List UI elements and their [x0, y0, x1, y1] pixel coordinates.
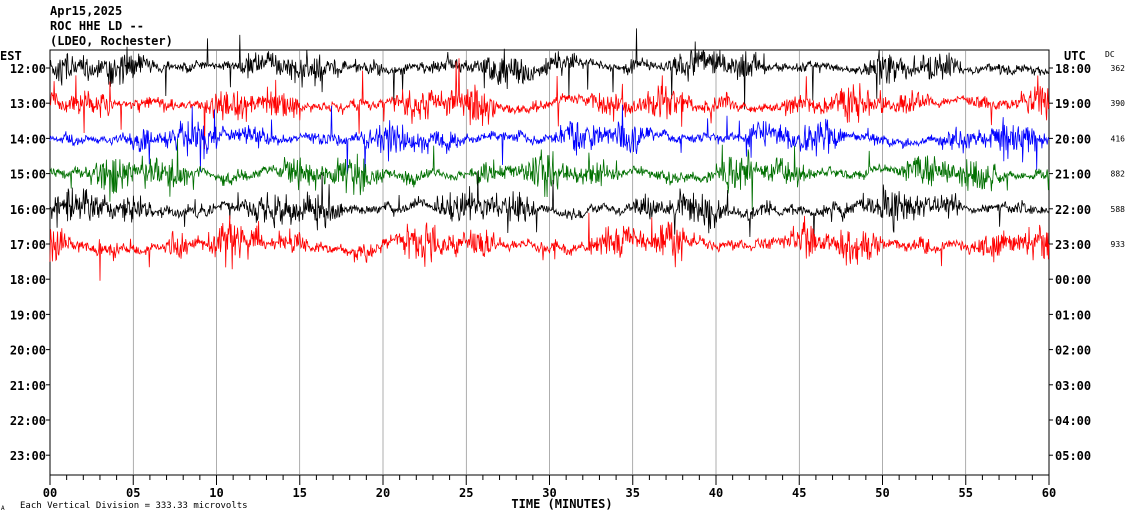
x-axis-title: TIME (MINUTES): [511, 497, 612, 511]
vertical-division-note: Each Vertical Division = 333.33 microvol…: [20, 501, 248, 511]
axes: 00 05 10 15 20 25 30 35 40 45 50 55 60 12:00 13:00 14:0…: [10, 62, 1125, 500]
utc-hour-label: 21:00: [1055, 168, 1091, 182]
dc-offset-value: 390: [1111, 99, 1126, 108]
est-hour-label: 23:00: [10, 449, 46, 463]
x-tick-label: 30: [542, 486, 556, 500]
utc-hour-label: 23:00: [1055, 238, 1091, 252]
trace-1700-red: [49, 212, 1050, 281]
dc-offset-value: 882: [1111, 170, 1126, 179]
est-hour-label: 20:00: [10, 344, 46, 358]
dc-offset-value: 588: [1111, 205, 1126, 214]
dc-column-label: DC: [1105, 50, 1115, 59]
trace-1400-blue: [49, 104, 1050, 174]
dc-offset-value: 416: [1111, 134, 1126, 143]
est-hour-label: 19:00: [10, 308, 46, 322]
dc-offset-value: 362: [1111, 64, 1126, 73]
est-hour-label: 13:00: [10, 97, 46, 111]
utc-hour-label: 20:00: [1055, 132, 1091, 146]
utc-hour-label: 01:00: [1055, 308, 1091, 322]
est-hour-label: 12:00: [10, 62, 46, 76]
est-hour-label: 15:00: [10, 168, 46, 182]
utc-hour-label: 19:00: [1055, 97, 1091, 111]
x-tick-label: 10: [209, 486, 223, 500]
x-tick-label: 50: [875, 486, 889, 500]
x-tick-label: 45: [792, 486, 806, 500]
trace-1500-green: [49, 139, 1050, 210]
utc-hour-label: 00:00: [1055, 273, 1091, 287]
x-tick-label: 60: [1042, 486, 1056, 500]
est-hour-label: 17:00: [10, 238, 46, 252]
header-date: Apr15,2025: [50, 4, 122, 18]
utc-hour-label: 18:00: [1055, 62, 1091, 76]
minute-gridlines: [132, 50, 967, 475]
seismic-traces: [49, 28, 1050, 281]
est-hour-label: 16:00: [10, 203, 46, 217]
header-network: (LDEO, Rochester): [50, 34, 173, 48]
est-hour-label: 14:00: [10, 132, 46, 146]
x-tick-label: 55: [959, 486, 973, 500]
est-hour-label: 22:00: [10, 414, 46, 428]
utc-hour-label: 03:00: [1055, 379, 1091, 393]
trace-1600-black: [49, 171, 1050, 244]
dc-offset-value: 933: [1111, 240, 1126, 249]
est-axis-label: EST: [0, 49, 22, 63]
utc-hour-label: 02:00: [1055, 344, 1091, 358]
x-tick-label: 25: [459, 486, 473, 500]
utc-hour-label: 05:00: [1055, 449, 1091, 463]
trace-1200-black: [49, 28, 1050, 110]
x-tick-label: 40: [709, 486, 723, 500]
utc-axis-label: UTC: [1064, 49, 1086, 63]
header-station: ROC HHE LD --: [50, 19, 144, 33]
utc-hour-label: 22:00: [1055, 203, 1091, 217]
footnote-mark: A: [1, 505, 5, 512]
est-hour-label: 18:00: [10, 273, 46, 287]
x-tick-label: 15: [293, 486, 307, 500]
trace-1300-red: [49, 58, 1050, 150]
x-tick-label: 35: [626, 486, 640, 500]
x-tick-label: 00: [43, 486, 57, 500]
x-tick-label: 05: [126, 486, 140, 500]
utc-hour-label: 04:00: [1055, 414, 1091, 428]
est-hour-label: 21:00: [10, 379, 46, 393]
x-tick-label: 20: [376, 486, 390, 500]
